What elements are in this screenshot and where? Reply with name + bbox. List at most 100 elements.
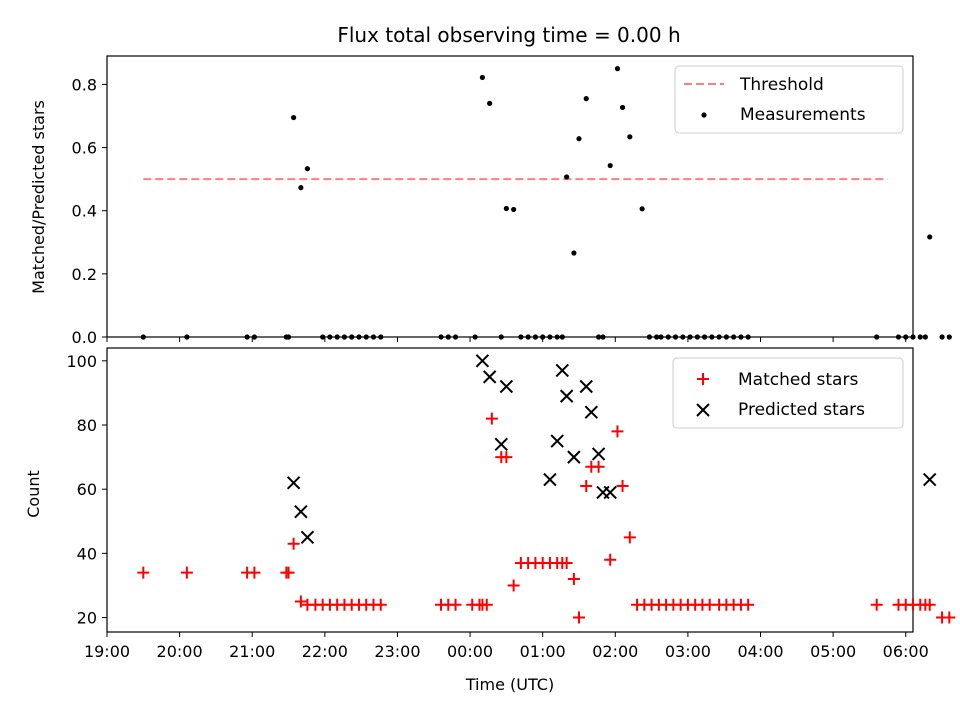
top-legend-box — [674, 65, 904, 134]
top-y-tick-label: 0.0 — [72, 328, 97, 347]
measurement-point — [917, 334, 923, 340]
measurement-point — [320, 334, 326, 340]
top-panel: Flux total observing time = 0.00 h Match… — [29, 23, 952, 347]
predicted-star-marker — [922, 472, 937, 487]
measurement-point — [731, 334, 737, 340]
matched-star-marker — [248, 566, 261, 579]
predicted-star-marker — [579, 379, 593, 394]
bottom-x-tick-label: 04:00 — [737, 642, 783, 661]
matched-star-marker — [560, 557, 573, 570]
matched-star-marker — [485, 412, 498, 425]
bottom-x-tick-label: 23:00 — [374, 642, 420, 661]
measurement-point — [600, 334, 606, 340]
bottom-y-tick-label: 60 — [77, 480, 97, 499]
measurement-point — [619, 104, 626, 111]
measurement-point — [327, 334, 333, 340]
predicted-star-marker — [591, 447, 606, 461]
measurement-point — [738, 334, 744, 340]
bottom-legend-box — [672, 357, 904, 429]
measurement-point — [576, 136, 582, 142]
measurement-point — [378, 334, 384, 340]
measurement-point — [583, 96, 589, 102]
predicted-star-marker — [555, 363, 569, 378]
bottom-x-axis: 19:00 20:00 21:00 22:00 23:00 00:00 01:00 02:00… — [84, 632, 929, 661]
measurement-point — [702, 334, 708, 340]
predicted-star-marker — [300, 530, 315, 545]
predicted-star-marker — [482, 370, 497, 384]
measurement-point — [716, 334, 722, 340]
bottom-x-tick-label: 00:00 — [447, 642, 493, 661]
measurement-point — [487, 100, 493, 106]
top-y-tick-label: 0.4 — [72, 202, 97, 221]
measurement-point — [525, 334, 531, 340]
measurement-point — [518, 334, 524, 340]
measurement-point — [694, 334, 700, 340]
measurement-point — [646, 334, 653, 340]
measurement-point — [356, 334, 362, 340]
predicted-star-marker — [584, 405, 599, 419]
measurement-point — [745, 334, 751, 340]
measurement-point — [140, 334, 146, 340]
measurement-point — [709, 334, 715, 340]
measurement-point — [910, 334, 916, 340]
measurement-point — [658, 334, 664, 340]
legend-predicted-swatch — [696, 403, 710, 417]
measurement-point — [614, 66, 621, 72]
measurement-point — [939, 334, 945, 340]
bottom-y-tick-label: 40 — [77, 544, 97, 563]
measurement-point — [554, 334, 560, 340]
measurement-point — [349, 334, 355, 340]
bottom-x-tick-label: 20:00 — [157, 642, 203, 661]
predicted-star-marker — [499, 379, 514, 394]
chart-title: Flux total observing time = 0.00 h — [337, 23, 680, 47]
measurement-point — [654, 334, 660, 340]
measurement-point — [687, 334, 693, 340]
measurement-point — [627, 134, 633, 140]
measurement-point — [445, 334, 451, 340]
measurement-point — [184, 334, 190, 340]
measurement-point — [571, 250, 577, 256]
measurement-point — [304, 166, 311, 172]
measurement-point — [895, 334, 902, 340]
predicted-star-marker — [475, 354, 490, 368]
measurement-point — [564, 174, 570, 180]
matched-star-marker — [580, 479, 593, 492]
matched-star-marker — [611, 425, 624, 438]
top-y-axis-label: Matched/Predicted stars — [29, 100, 48, 294]
measurement-point — [334, 334, 340, 340]
predicted-star-marker — [543, 472, 557, 487]
bottom-y-tick-label: 100 — [66, 352, 97, 371]
measurement-point — [363, 334, 369, 340]
bottom-x-tick-label: 03:00 — [665, 642, 711, 661]
matched-star-marker — [943, 611, 956, 624]
measurement-point — [680, 334, 686, 340]
measurement-point — [607, 162, 613, 169]
bottom-x-tick-label: 02:00 — [592, 642, 638, 661]
matched-star-marker — [374, 598, 387, 611]
bottom-x-tick-label: 22:00 — [302, 642, 348, 661]
bottom-panel: Count Time (UTC) 20 40 60 80 100 19:00 20:00 2… — [24, 347, 956, 694]
measurement-point — [479, 74, 486, 81]
matched-star-marker — [282, 566, 295, 579]
predicted-star-marker — [494, 437, 508, 451]
matched-star-marker — [592, 460, 605, 473]
predicted-star-marker — [559, 389, 574, 403]
matched-star-marker — [180, 566, 193, 579]
bottom-x-tick-label: 19:00 — [84, 642, 130, 661]
bottom-plot-area — [106, 347, 914, 633]
legend-measurements-label: Measurements — [740, 105, 866, 125]
measurement-point — [672, 334, 679, 340]
predicted-star-marker — [603, 485, 617, 500]
matched-star-marker — [137, 566, 150, 579]
bottom-x-tick-label: 21:00 — [229, 642, 275, 661]
bottom-legend: Matched stars Predicted stars — [672, 357, 904, 429]
matched-star-marker — [604, 553, 617, 566]
matched-star-marker — [623, 531, 636, 544]
top-plot-area — [106, 55, 914, 338]
matched-star-marker — [287, 537, 300, 550]
measurement-point — [341, 334, 348, 340]
bottom-y-tick-label: 80 — [77, 416, 97, 435]
measurement-point — [298, 185, 304, 191]
measurement-point — [472, 334, 478, 340]
